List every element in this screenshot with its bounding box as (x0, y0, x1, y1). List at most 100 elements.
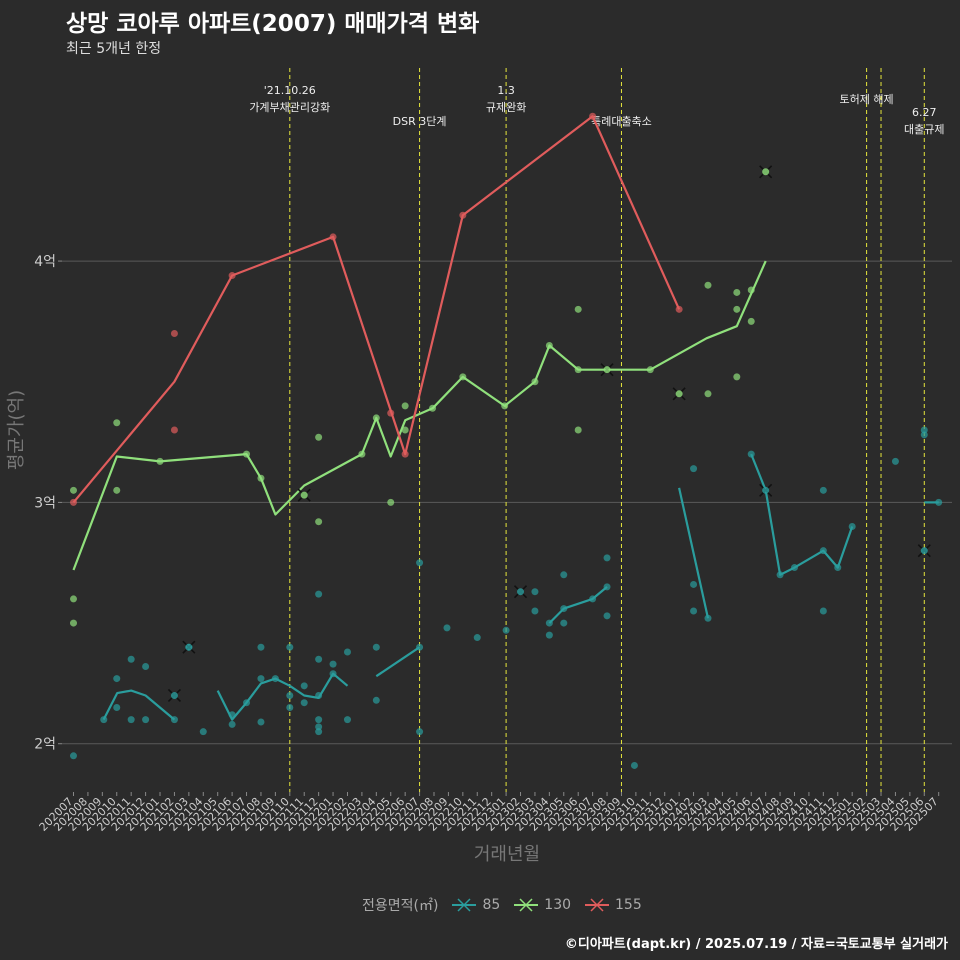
data-point-85-44 (545, 631, 553, 639)
data-point-85-8 (170, 716, 178, 724)
data-point-85-38 (443, 624, 451, 632)
data-point-85-0 (70, 752, 77, 760)
data-point-85-29 (329, 660, 337, 668)
series-line-85-0 (102, 689, 176, 721)
cross-point-130-1 (603, 366, 611, 374)
y-tick-label-1: 3억 (34, 495, 56, 511)
data-point-130-25 (704, 281, 712, 289)
data-point-130-5 (156, 457, 164, 465)
data-point-130-4 (113, 486, 121, 494)
data-point-85-43 (545, 619, 553, 627)
data-point-85-57 (747, 450, 755, 458)
data-point-85-68 (935, 498, 943, 506)
event-label-6-1: 대출규제 (904, 123, 944, 136)
data-point-85-58 (776, 571, 784, 579)
data-point-85-62 (819, 486, 827, 494)
data-point-130-22 (574, 426, 582, 434)
data-point-85-7 (142, 716, 150, 724)
data-point-85-35 (416, 559, 424, 567)
data-point-85-55 (690, 607, 698, 615)
data-point-130-9 (315, 518, 323, 526)
data-point-85-40 (502, 626, 510, 634)
data-point-85-61 (819, 607, 827, 615)
data-point-155-6 (401, 450, 409, 458)
data-point-85-48 (589, 595, 597, 603)
series-line-85-5 (750, 453, 854, 576)
data-point-85-1 (100, 716, 108, 724)
data-point-155-8 (589, 112, 597, 120)
cross-point-130-2 (675, 390, 683, 398)
chart-title: 상망 코아루 아파트(2007) 매매가격 변화 (66, 11, 480, 37)
data-point-85-21 (300, 682, 308, 690)
event-label-2-0: 1.3 (497, 84, 515, 97)
data-point-85-30 (329, 670, 337, 678)
data-point-155-0 (70, 498, 77, 506)
data-point-130-26 (733, 288, 741, 296)
data-point-85-15 (257, 675, 265, 683)
data-point-130-18 (531, 378, 539, 386)
data-point-85-51 (603, 612, 611, 620)
series-line-85-4 (678, 487, 710, 619)
data-point-85-17 (271, 675, 279, 683)
data-point-155-5 (387, 409, 395, 417)
data-point-130-10 (358, 450, 366, 458)
legend-item-130: 130 (514, 897, 571, 913)
legend-key-130 (514, 898, 539, 912)
data-point-85-47 (560, 619, 568, 627)
data-point-85-52 (630, 761, 638, 769)
legend-label-130: 130 (544, 897, 572, 913)
event-label-2-1: 규제완화 (486, 101, 526, 114)
data-point-130-7 (257, 474, 265, 482)
cross-point-85-3 (762, 486, 770, 494)
series-line-85-2 (375, 646, 421, 678)
data-point-130-1 (70, 595, 77, 603)
data-point-130-13 (401, 402, 409, 410)
data-point-85-46 (560, 605, 568, 613)
data-point-130-11 (372, 414, 380, 422)
event-label-6-0: 6.27 (912, 106, 937, 119)
data-point-130-29 (747, 286, 755, 294)
data-point-130-23 (646, 366, 654, 374)
data-point-85-6 (142, 663, 150, 671)
data-point-85-14 (257, 643, 265, 651)
legend-key-85 (452, 898, 477, 912)
data-point-85-33 (372, 696, 380, 704)
data-point-85-24 (315, 655, 323, 663)
data-point-85-63 (834, 564, 842, 572)
data-point-85-11 (228, 711, 236, 719)
data-point-85-19 (286, 691, 294, 699)
data-point-130-8 (315, 433, 323, 441)
data-point-85-22 (300, 699, 308, 707)
series-line-130-0 (72, 260, 767, 571)
legend-title: 전용면적(㎡) (362, 898, 439, 914)
data-point-85-60 (819, 547, 827, 555)
data-point-85-13 (243, 699, 251, 707)
data-point-130-27 (733, 305, 741, 313)
data-point-85-27 (315, 723, 323, 731)
event-label-0-0: '21.10.26 (264, 84, 316, 97)
data-point-130-19 (545, 342, 553, 350)
data-point-130-20 (574, 305, 582, 313)
data-point-130-15 (429, 404, 437, 412)
legend: 전용면적(㎡) 85 130 155 (362, 895, 656, 915)
data-point-130-16 (459, 373, 467, 381)
data-point-85-41 (531, 588, 539, 596)
data-point-85-42 (531, 607, 539, 615)
data-point-85-2 (113, 675, 121, 683)
data-point-130-0 (70, 486, 77, 494)
data-point-85-54 (690, 580, 698, 588)
data-point-85-53 (690, 465, 698, 473)
legend-item-85: 85 (452, 897, 500, 913)
data-point-85-3 (113, 704, 121, 712)
data-point-85-4 (127, 655, 135, 663)
series-line-85-1 (216, 672, 349, 721)
event-label-0-1: 가계부채관리강화 (249, 101, 330, 114)
data-point-85-25 (315, 691, 323, 699)
data-point-85-26 (315, 716, 323, 724)
legend-label-155: 155 (615, 897, 642, 913)
data-point-130-24 (704, 390, 712, 398)
data-point-85-31 (343, 716, 351, 724)
data-point-85-37 (416, 728, 424, 736)
